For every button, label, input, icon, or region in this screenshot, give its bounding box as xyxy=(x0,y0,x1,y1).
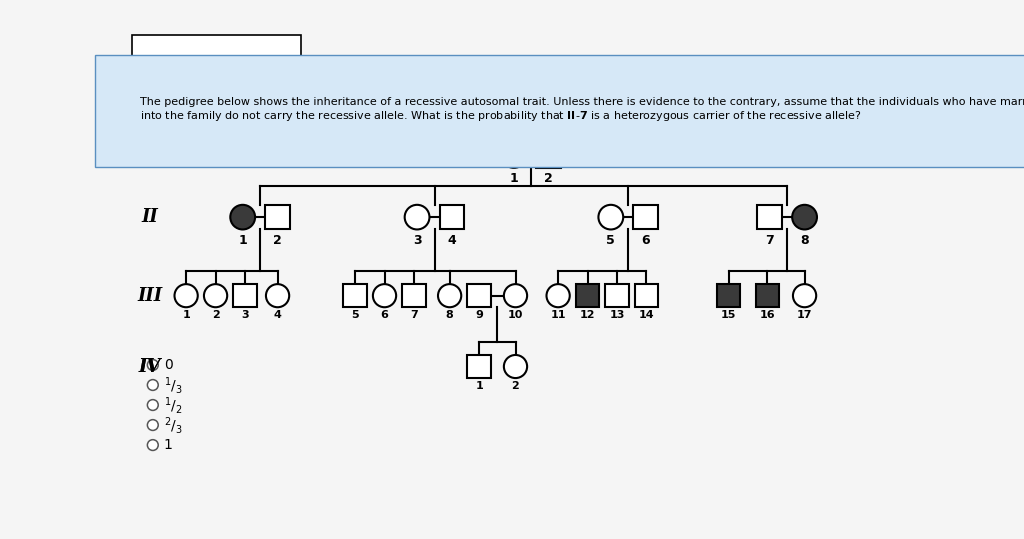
Text: 1: 1 xyxy=(164,438,172,452)
Text: 11: 11 xyxy=(550,310,566,320)
Bar xyxy=(343,284,367,307)
Text: 1: 1 xyxy=(510,172,518,185)
Bar xyxy=(537,143,561,168)
Bar xyxy=(758,205,782,230)
Text: 2: 2 xyxy=(545,172,553,185)
Bar xyxy=(233,284,257,307)
Bar xyxy=(467,355,490,378)
Text: 8: 8 xyxy=(445,310,454,320)
Bar xyxy=(575,284,599,307)
Circle shape xyxy=(598,205,624,230)
Text: 8: 8 xyxy=(801,234,809,247)
Text: IV: IV xyxy=(138,357,161,376)
Circle shape xyxy=(438,284,461,307)
Text: 4: 4 xyxy=(447,234,457,247)
Circle shape xyxy=(147,379,159,390)
Text: $^2/_3$: $^2/_3$ xyxy=(164,414,182,436)
Text: 12: 12 xyxy=(580,310,595,320)
Text: IV: IV xyxy=(138,357,161,376)
Circle shape xyxy=(373,284,396,307)
Text: 6: 6 xyxy=(641,234,650,247)
Bar xyxy=(439,205,464,230)
Circle shape xyxy=(204,284,227,307)
Text: $^1/_3$: $^1/_3$ xyxy=(164,375,182,396)
Circle shape xyxy=(547,284,569,307)
Text: 5: 5 xyxy=(351,310,358,320)
Text: 0: 0 xyxy=(164,358,172,372)
Bar xyxy=(756,284,779,307)
Circle shape xyxy=(230,205,255,230)
Circle shape xyxy=(147,399,159,410)
Text: 2: 2 xyxy=(273,234,282,247)
Circle shape xyxy=(793,205,817,230)
Text: I: I xyxy=(145,147,154,164)
Text: 9: 9 xyxy=(475,310,483,320)
Text: 2: 2 xyxy=(212,310,219,320)
Bar xyxy=(635,284,658,307)
Text: 2: 2 xyxy=(512,381,519,391)
Circle shape xyxy=(504,284,527,307)
Text: 10: 10 xyxy=(508,310,523,320)
Circle shape xyxy=(174,284,198,307)
Text: $^1/_2$: $^1/_2$ xyxy=(164,395,182,416)
Text: 16: 16 xyxy=(760,310,775,320)
Circle shape xyxy=(266,284,289,307)
Text: II: II xyxy=(141,208,158,226)
Text: The pedigree below shows the inheritance of a recessive autosomal trait. Unless : The pedigree below shows the inheritance… xyxy=(139,97,1024,123)
Text: 1: 1 xyxy=(475,381,483,391)
Text: 14: 14 xyxy=(639,310,654,320)
Text: III: III xyxy=(137,287,162,305)
Bar xyxy=(717,284,740,307)
Text: 5: 5 xyxy=(606,234,615,247)
Text: 7: 7 xyxy=(410,310,418,320)
Text: 15: 15 xyxy=(721,310,736,320)
Text: 6: 6 xyxy=(381,310,388,320)
Bar xyxy=(633,205,658,230)
Text: 17: 17 xyxy=(797,310,812,320)
Bar xyxy=(402,284,426,307)
Text: 1: 1 xyxy=(182,310,190,320)
Circle shape xyxy=(147,360,159,370)
Bar xyxy=(467,284,490,307)
Circle shape xyxy=(504,355,527,378)
Text: 7: 7 xyxy=(765,234,774,247)
Circle shape xyxy=(793,284,816,307)
Text: 13: 13 xyxy=(609,310,625,320)
Text: 4: 4 xyxy=(273,310,282,320)
Text: 3: 3 xyxy=(413,234,422,247)
Text: 1: 1 xyxy=(239,234,247,247)
Circle shape xyxy=(502,143,526,168)
Circle shape xyxy=(147,440,159,451)
Circle shape xyxy=(147,420,159,431)
Circle shape xyxy=(404,205,429,230)
Bar xyxy=(265,205,290,230)
Text: 3: 3 xyxy=(242,310,249,320)
Text: QUESTION 16: QUESTION 16 xyxy=(169,72,263,85)
Bar xyxy=(605,284,629,307)
